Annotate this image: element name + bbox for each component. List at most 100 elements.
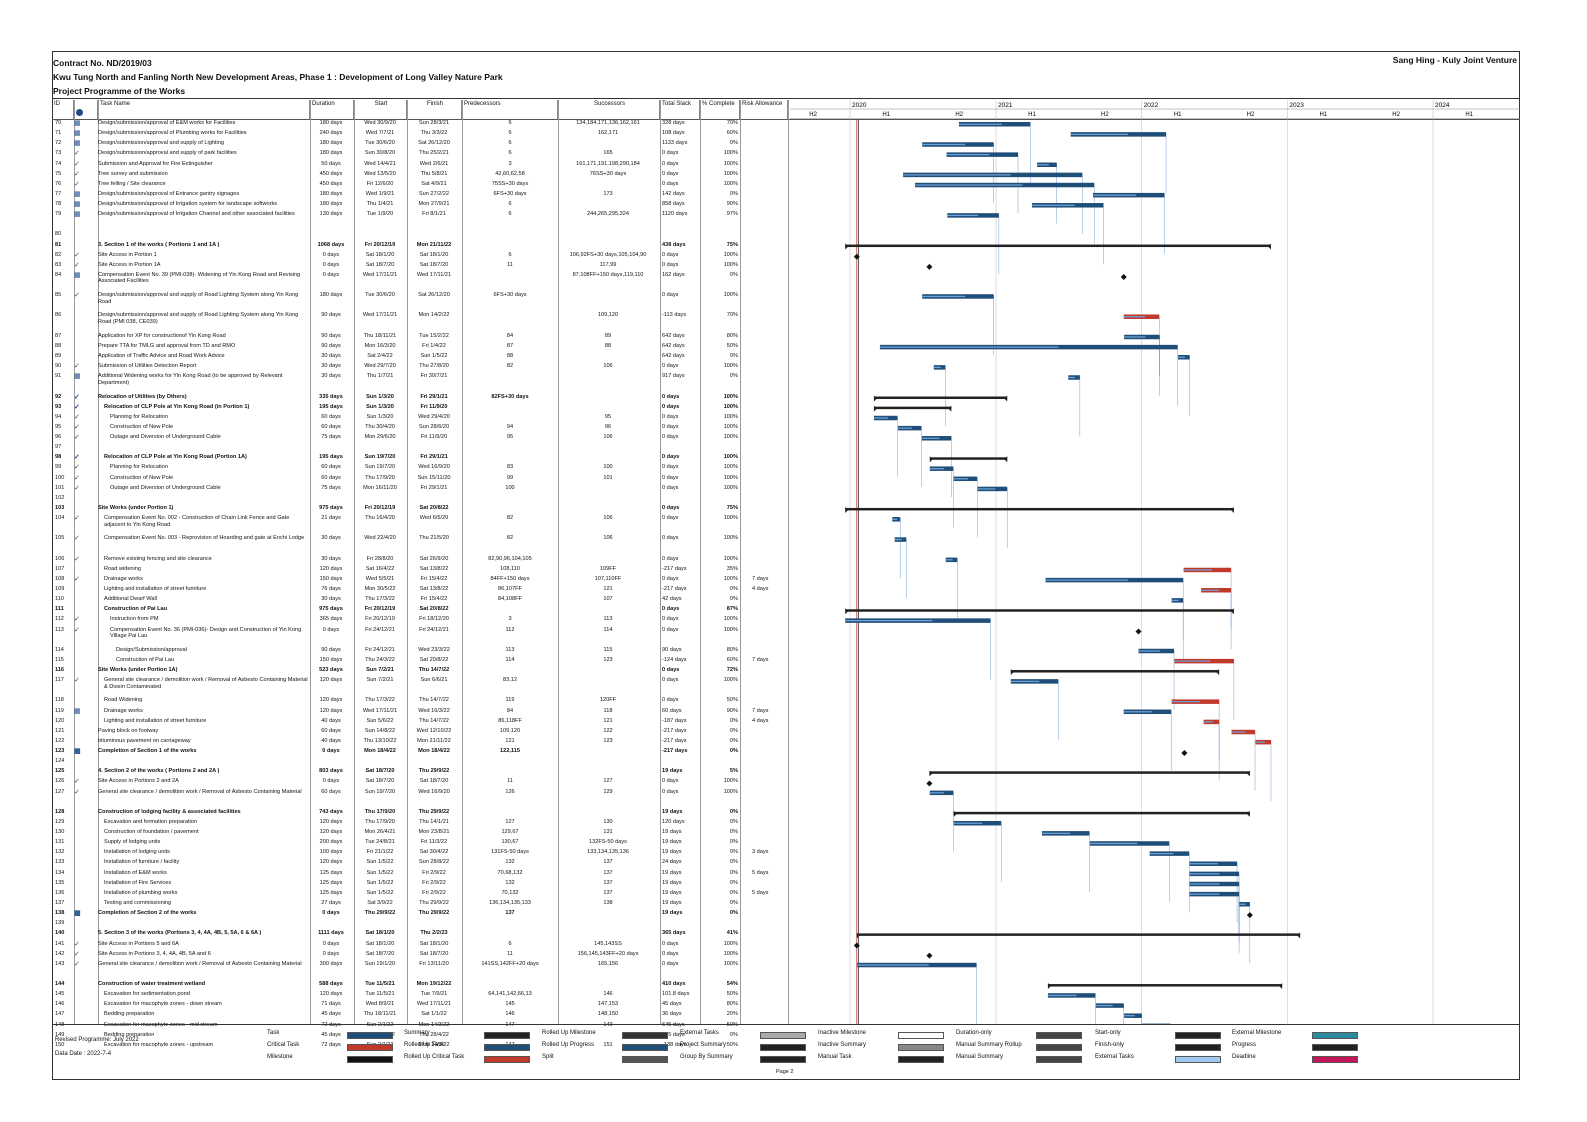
task-row[interactable]: 86 Design/submission/approval and supply … (52, 312, 788, 332)
calendar-note-icon: ▦ (74, 271, 81, 279)
task-name: Construction of Pai Lau (104, 606, 168, 613)
task-row[interactable]: 97 (52, 444, 788, 454)
task-row[interactable]: 115 Construction of Pai Lau 150 days Thu 24… (52, 657, 788, 667)
task-row[interactable]: 146 Excavation for macophyte zones - down… (52, 1001, 788, 1011)
task-row[interactable]: 104 ✓ Compensation Event No. 002 - Constru… (52, 515, 788, 535)
task-duration: 75 days (321, 434, 341, 441)
task-row[interactable]: 83 ✓ Site Access in Portion 1A 0 days Sat 18… (52, 262, 788, 272)
task-row[interactable]: 70 ▦ Design/submission/approval of E&M wor… (52, 120, 788, 130)
task-row[interactable]: 128 Construction of lodging facility & as… (52, 809, 788, 819)
task-row[interactable]: 140 5. Section 3 of the works (Portions 3… (52, 930, 788, 940)
task-row[interactable]: 102 (52, 495, 788, 505)
task-row[interactable]: 77 ▦ Design/submission/approval of Entranc… (52, 191, 788, 201)
task-successors: 100 (603, 464, 613, 471)
task-row[interactable]: 106 ✓ Remove existing fencing and site cle… (52, 556, 788, 566)
task-row[interactable]: 130 Construction of foundation / pavement… (52, 829, 788, 839)
task-id: 147 (55, 1011, 65, 1018)
task-row[interactable]: 129 Excavation and formation preparation 1… (52, 819, 788, 829)
task-total-slack: 0 days (662, 960, 679, 967)
task-row[interactable]: 123 ▦ Completion of Section 1 of the works… (52, 748, 788, 758)
check-icon: ✓ (74, 575, 80, 583)
task-row[interactable]: 100 ✓ Construction of New Pole 60 days Thu 1… (52, 475, 788, 485)
task-row[interactable]: 94 ✓ Planning for Relocation 60 days Sun 1/3… (52, 414, 788, 424)
task-row[interactable]: 80 (52, 231, 788, 241)
task-row[interactable]: 112 ✓ Instruction from PM 365 days Fri 20/12… (52, 616, 788, 626)
year-label: 2023 (1289, 102, 1304, 109)
task-duration: 0 days (322, 261, 340, 268)
task-row[interactable]: 103 Site Works (under Portion 1) 975 days F… (52, 505, 788, 515)
task-row[interactable]: 133 Installation of furniture / facility 1… (52, 859, 788, 869)
task-row[interactable]: 72 ▦ Design/submission/approval and supply… (52, 140, 788, 150)
task-risk-allowance: 7 days (752, 575, 769, 582)
task-row[interactable]: 126 ✓ Site Access in Portions 2 and 2A 0 da… (52, 778, 788, 788)
task-row[interactable]: 95 ✓ Construction of New Pole 60 days Thu 30… (52, 424, 788, 434)
task-row[interactable]: 142 ✓ Site Access in Portions 3, 4, 4A, 4B… (52, 951, 788, 961)
task-row[interactable]: 113 ✓ Compensation Event No. 36 (PMI-036)-… (52, 627, 788, 647)
task-row[interactable]: 101 ✓ Outage and Diversion of Underground … (52, 485, 788, 495)
task-row[interactable]: 108 ✓ Drainage works 150 days Wed 5/5/21 Fri … (52, 576, 788, 586)
task-row[interactable]: 136 Installation of plumbing works 125 day… (52, 890, 788, 900)
task-row[interactable]: 79 ▦ Design/submission/approval of Irrigat… (52, 211, 788, 231)
task-row[interactable]: 147 Bedding preparation 45 days Thu 18/11/2… (52, 1011, 788, 1021)
task-row[interactable]: 117 ✓ General site clearance / demolition … (52, 677, 788, 697)
task-row[interactable]: 107 Road widening 120 days Sat 16/4/22 Sat 1… (52, 566, 788, 576)
task-row[interactable]: 76 ✓ Tree felling / Site clearance 450 days… (52, 181, 788, 191)
task-row[interactable]: 143 ✓ General site clearance / demolition … (52, 961, 788, 981)
task-row[interactable]: 137 Testing and commissioning 27 days Sat 3… (52, 900, 788, 910)
task-row[interactable]: 119 ▦ Drainage works 120 days Wed 17/11/21 We… (52, 708, 788, 718)
task-row[interactable]: 93 ✓ Relocation of CLP Pole at Yin Kong Ro… (52, 404, 788, 414)
task-duration: 125 days (319, 879, 343, 886)
task-row[interactable]: 134 Installation of E&M works 125 days Sun … (52, 870, 788, 880)
task-finish: Thu 25/2/21 (419, 150, 449, 157)
task-row[interactable]: 105 ✓ Compensation Event No. 003 - Reprovi… (52, 535, 788, 555)
task-row[interactable]: 131 Supply of lodging units 200 days Tue 24… (52, 839, 788, 849)
task-row[interactable]: 111 Construction of Pai Lau 975 days Fri 20… (52, 606, 788, 616)
task-name: Site Access in Portions 5 and 6A (98, 940, 179, 947)
task-row[interactable]: 81 3. Section 1 of the works ( Portions 1… (52, 242, 788, 252)
task-row[interactable]: 138 ▦ Completion of Section 2 of the works… (52, 910, 788, 920)
task-row[interactable]: 98 ✓ Relocation of CLP Pole at Yin Kong Ro… (52, 454, 788, 464)
task-row[interactable]: 145 Excavation for sedimentation pond 120 … (52, 991, 788, 1001)
task-row[interactable]: 118 Road Widening 120 days Thu 17/3/22 Thu 1… (52, 697, 788, 707)
task-row[interactable]: 141 ✓ Site Access in Portions 5 and 6A 0 da… (52, 941, 788, 951)
task-row[interactable]: 120 Lighting and installation of street f… (52, 718, 788, 728)
task-row[interactable]: 109 Lighting and installation of street f… (52, 586, 788, 596)
task-start: Fri 24/12/21 (365, 626, 395, 633)
task-finish: Sat 26/12/20 (418, 140, 450, 147)
task-row[interactable]: 125 4. Section 2 of the works ( Portions … (52, 768, 788, 778)
task-row[interactable]: 92 ✓ Relocation of Utilities (by Others) 33… (52, 394, 788, 404)
task-total-slack: 0 days (662, 423, 679, 430)
task-row[interactable]: 73 ✓ Design/submission/approval and supply… (52, 150, 788, 160)
summary-cap-start (1010, 669, 1014, 676)
task-row[interactable]: 99 ✓ Planning for Relocation 60 days Sun 19/… (52, 464, 788, 474)
task-row[interactable]: 121 Paving block on footway 60 days Sun 14/… (52, 728, 788, 738)
task-row[interactable]: 78 ▦ Design/submission/approval of Irrigat… (52, 201, 788, 211)
task-row[interactable]: 132 Installation of lodging units 100 days… (52, 849, 788, 859)
task-row[interactable]: 127 ✓ General site clearance / demolition … (52, 789, 788, 809)
task-pct-complete: 100% (723, 423, 738, 430)
task-row[interactable]: 74 ✓ Submission and Approval for Fire Exti… (52, 161, 788, 171)
task-row[interactable]: 114 Design/Submission/approval 90 days Fri … (52, 647, 788, 657)
task-row[interactable]: 84 ▦ Compensation Event No. 39 (PMI-038)- … (52, 272, 788, 292)
task-row[interactable]: 122 bituminous pavement on carriageway 40 … (52, 738, 788, 748)
task-row[interactable]: 87 Application for XP for constructionof … (52, 333, 788, 343)
task-row[interactable]: 88 Prepare TTA for TMLG and approval from… (52, 343, 788, 353)
task-id: 91 (55, 373, 62, 380)
task-row[interactable]: 139 (52, 920, 788, 930)
task-pct-complete: 100% (723, 940, 738, 947)
task-row[interactable]: 71 ▦ Design/submission/approval of Plumbin… (52, 130, 788, 140)
summary-cap-end (1246, 810, 1250, 817)
task-row[interactable]: 90 ✓ Submission of Utilities Detection Rep… (52, 363, 788, 373)
task-row[interactable]: 85 ✓ Design/submission/approval and supply… (52, 292, 788, 312)
task-id: 112 (55, 616, 64, 623)
task-row[interactable]: 96 ✓ Outage and Diversion of Underground C… (52, 434, 788, 444)
task-row[interactable]: 91 ▦ Additional Widening works for Yin Kon… (52, 373, 788, 393)
task-row[interactable]: 110 Additional Dwarf Wall 30 days Thu 17/3/… (52, 596, 788, 606)
task-row[interactable]: 124 (52, 758, 788, 768)
task-row[interactable]: 89 Application of Traffic Advice and Road… (52, 353, 788, 363)
task-row[interactable]: 144 Construction of water treatment wetla… (52, 981, 788, 991)
task-row[interactable]: 75 ✓ Tree survey and submission 450 days Wed… (52, 171, 788, 181)
task-row[interactable]: 82 ✓ Site Access in Portion 1 0 days Sat 18/… (52, 252, 788, 262)
task-row[interactable]: 135 Installation of Fire Services 125 days… (52, 880, 788, 890)
task-row[interactable]: 116 Site Works (under Portion 1A) 523 days… (52, 667, 788, 677)
